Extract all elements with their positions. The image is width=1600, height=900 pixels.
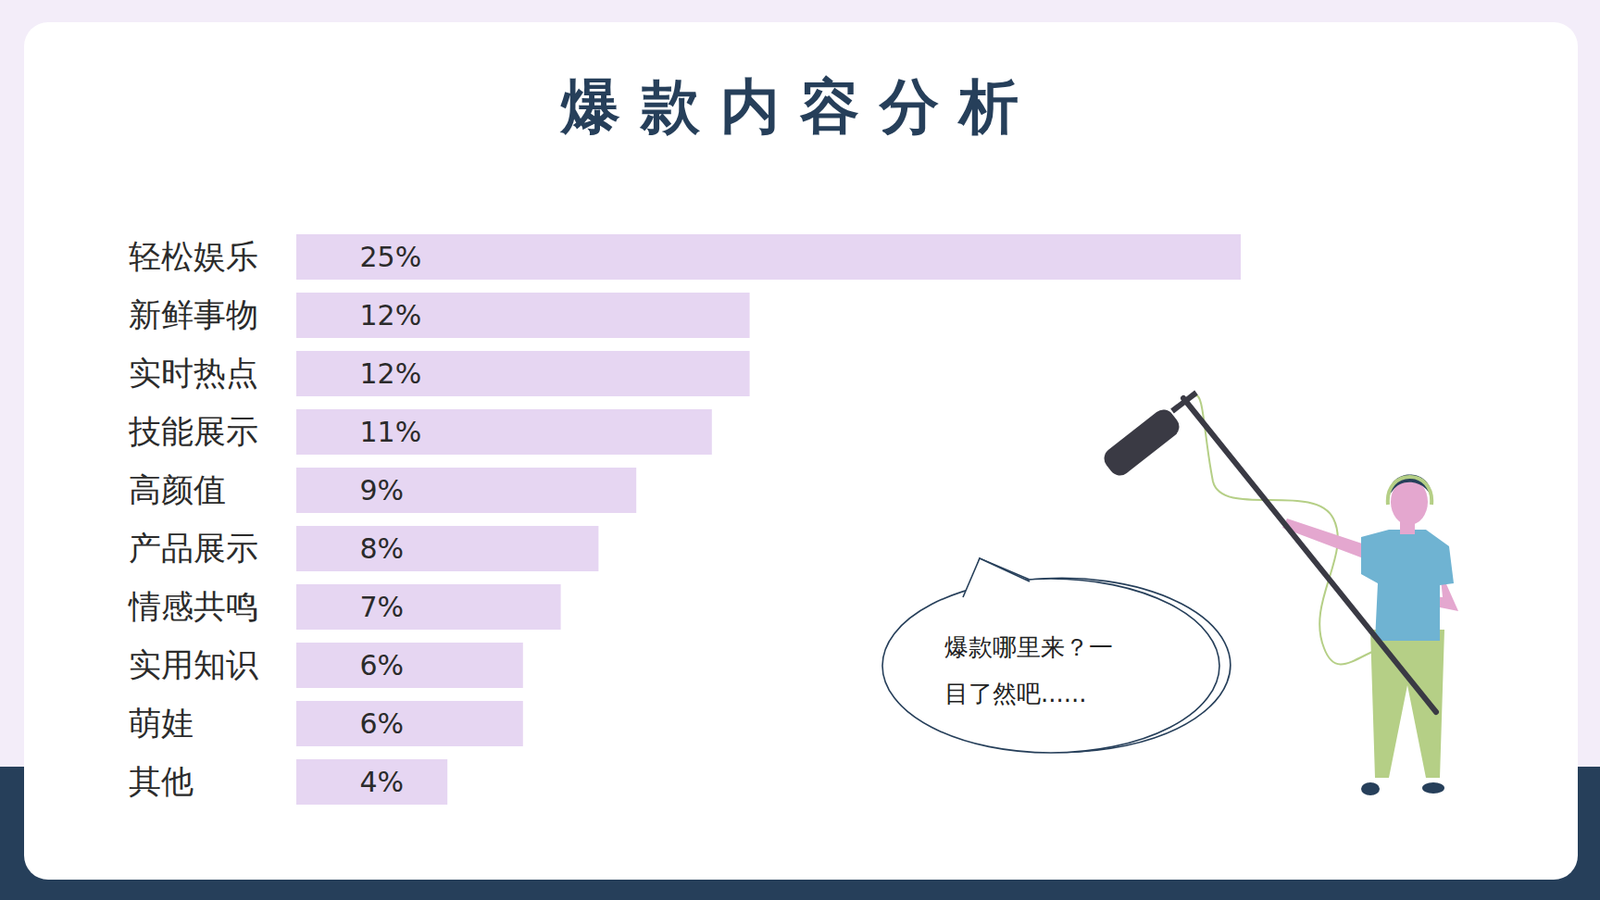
svg-text:轻松娱乐: 轻松娱乐: [128, 237, 259, 275]
svg-text:新鲜事物: 新鲜事物: [128, 296, 259, 334]
svg-text:萌娃: 萌娃: [128, 704, 194, 742]
svg-text:7%: 7%: [360, 590, 405, 624]
svg-text:情感共鸣: 情感共鸣: [127, 587, 259, 625]
svg-text:实时热点: 实时热点: [128, 354, 259, 392]
svg-text:其他: 其他: [128, 762, 194, 800]
svg-text:4%: 4%: [360, 765, 405, 799]
svg-text:8%: 8%: [360, 532, 405, 565]
svg-text:6%: 6%: [360, 649, 405, 682]
svg-text:实用知识: 实用知识: [128, 646, 259, 684]
svg-text:11%: 11%: [360, 415, 423, 449]
html-text:爆款哪里来？一目了然吧......: 爆款哪里来？一目了然吧......: [944, 633, 1113, 708]
svg-text:12%: 12%: [360, 357, 423, 390]
svg-text:产品展示: 产品展示: [128, 529, 259, 567]
html-text:爆款内容分析: 爆款内容分析: [561, 72, 1039, 141]
svg-text:9%: 9%: [360, 474, 405, 507]
svg-text:高颜值: 高颜值: [128, 471, 226, 509]
svg-text:技能展示: 技能展示: [127, 412, 259, 450]
svg-text:25%: 25%: [360, 240, 423, 274]
svg-text:6%: 6%: [360, 707, 405, 740]
svg-text:12%: 12%: [360, 299, 423, 332]
